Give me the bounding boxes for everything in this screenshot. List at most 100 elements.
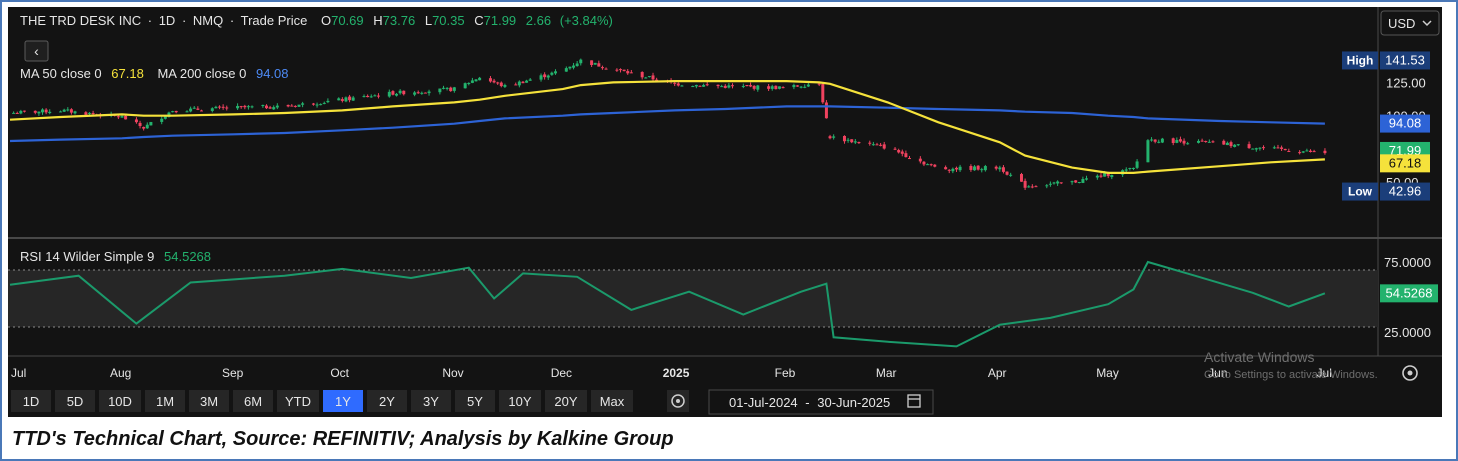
open-value: 70.69 (331, 13, 364, 28)
date-range-picker[interactable] (708, 389, 934, 415)
time-axis-label: Oct (330, 366, 349, 380)
chart-canvas[interactable]: THE TRD DESK INC · 1D · NMQ · Trade Pric… (8, 7, 1442, 417)
range-button-1m[interactable]: 1M (145, 390, 185, 412)
candle (369, 94, 373, 98)
price-data-point (1107, 172, 1109, 174)
price-data-point (999, 167, 1001, 169)
price-data-point (818, 106, 820, 108)
candle (525, 79, 529, 83)
candle (1175, 137, 1179, 144)
candle (189, 106, 193, 113)
price-data-point (9, 140, 11, 142)
range-button-3m[interactable]: 3M (189, 390, 229, 412)
svg-text:YTD: YTD (285, 394, 311, 409)
price-data-point (938, 168, 940, 170)
range-button-6m[interactable]: 6M (233, 390, 273, 412)
candle (723, 84, 727, 89)
range-button-ytd[interactable]: YTD (277, 390, 319, 412)
candle (543, 72, 547, 80)
candle (427, 89, 431, 96)
separator: · (230, 13, 234, 28)
candle (449, 86, 453, 92)
range-button-2y[interactable]: 2Y (367, 390, 407, 412)
range-button-10y[interactable]: 10Y (499, 390, 541, 412)
range-button-5y[interactable]: 5Y (455, 390, 495, 412)
svg-text:1D: 1D (23, 394, 40, 409)
candle (1023, 178, 1027, 190)
price-data-point (786, 80, 788, 82)
price-data-point (172, 135, 174, 137)
range-button-3y[interactable]: 3Y (411, 390, 451, 412)
candle (796, 85, 800, 87)
high-value: 73.76 (383, 13, 416, 28)
candle (1077, 181, 1081, 184)
price-data-point (580, 84, 582, 86)
candle (1298, 150, 1302, 155)
price-data-point (1071, 112, 1073, 114)
candle (1160, 137, 1164, 144)
candle (868, 140, 872, 146)
price-data-point (1071, 181, 1073, 183)
candle (416, 90, 420, 94)
rsi-data-point (78, 275, 80, 277)
range-settings-icon[interactable] (667, 390, 689, 412)
range-button-1d[interactable]: 1D (11, 390, 51, 412)
candle (474, 79, 478, 82)
rsi-line (9, 260, 1326, 348)
range-button-max[interactable]: Max (591, 390, 633, 412)
candle (441, 85, 445, 90)
candle (395, 92, 399, 97)
candle (1207, 139, 1211, 143)
range-button-20y[interactable]: 20Y (545, 390, 587, 412)
range-button-10d[interactable]: 10D (99, 390, 141, 412)
candle (983, 164, 987, 172)
candle (730, 83, 734, 89)
price-data-point (479, 120, 481, 122)
candle (445, 87, 449, 91)
candle (882, 141, 886, 150)
candle (470, 77, 474, 84)
price-data-point (1270, 161, 1272, 163)
price-data-point (504, 95, 506, 97)
price-data-point (612, 68, 614, 70)
low-tag (1342, 182, 1378, 201)
candle (517, 80, 521, 88)
candle (1262, 145, 1266, 151)
candle (575, 60, 579, 67)
candle (1009, 172, 1013, 177)
ma50-value: 67.18 (111, 66, 144, 81)
low-value: 70.35 (432, 13, 465, 28)
price-data-point (1147, 118, 1149, 120)
range-button-5d[interactable]: 5D (55, 390, 95, 412)
chart-settings-icon[interactable] (1402, 365, 1418, 381)
price-data-point (1071, 167, 1073, 169)
date-from: 01-Jul-2024 (729, 395, 798, 410)
candle (629, 69, 633, 74)
candle (832, 134, 836, 140)
candle (922, 161, 926, 167)
rsi-data-point (342, 268, 344, 270)
candle (246, 105, 250, 110)
candle (1150, 137, 1154, 142)
candle (91, 110, 95, 116)
candle (568, 66, 572, 70)
candle (752, 85, 756, 91)
candle (799, 85, 803, 89)
chart-background (8, 7, 1442, 417)
price-data-point (1324, 152, 1326, 154)
rsi-data-point (999, 324, 1001, 326)
rsi-band (8, 270, 1378, 327)
candle (593, 62, 597, 65)
rsi-data-point (1252, 292, 1254, 294)
range-button-1y[interactable]: 1Y (323, 390, 363, 412)
collapse-legend-button[interactable] (24, 40, 49, 62)
candle (272, 105, 276, 110)
candle (676, 82, 680, 87)
price-data-point (342, 130, 344, 132)
candle (774, 85, 778, 90)
rsi-data-point (9, 284, 11, 286)
date-to: 30-Jun-2025 (817, 395, 890, 410)
candle (1301, 151, 1305, 154)
currency-selector[interactable] (1380, 10, 1440, 36)
candle (293, 105, 297, 108)
